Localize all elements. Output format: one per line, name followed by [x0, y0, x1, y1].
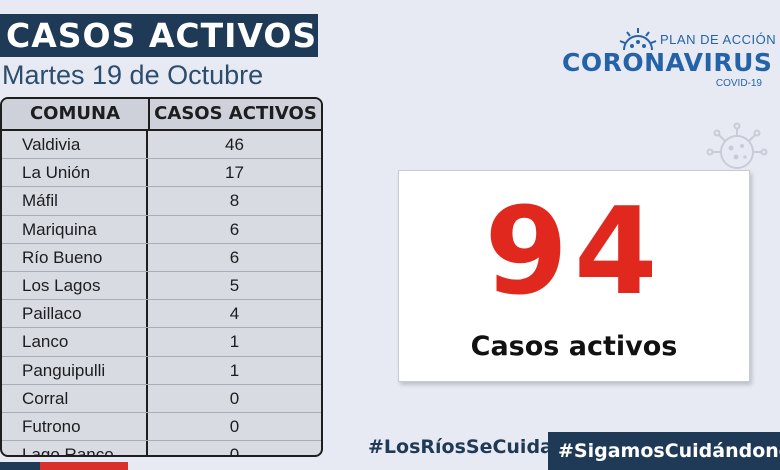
bottom-stripe-navy: [0, 462, 40, 470]
hashtag-sigamos: #SigamosCuidándonos: [548, 432, 780, 470]
hashtag-losrios: #LosRíosSeCuida: [368, 436, 553, 458]
table-row: Río Bueno 6: [2, 243, 321, 272]
bottom-stripe-red: [40, 462, 128, 470]
casos-cell: 0: [229, 388, 240, 408]
total-cases-number: 94: [484, 183, 664, 322]
comuna-cell: Valdivia: [2, 131, 148, 159]
table-row: Los Lagos 5: [2, 271, 321, 301]
comuna-cell: Paillaco: [2, 300, 148, 328]
comuna-cell: Los Lagos: [2, 271, 148, 300]
table-row: Lanco 1: [2, 328, 321, 357]
casos-cell: 4: [229, 304, 240, 324]
table-row: La Unión 17: [2, 159, 321, 188]
table-row: Lago Ranco 0: [2, 441, 321, 457]
comuna-cell: Panguipulli: [2, 356, 148, 384]
comuna-cell: Lanco: [2, 328, 148, 356]
page-title: CASOS ACTIVOS: [0, 14, 318, 57]
virus-icon: [706, 122, 768, 169]
casos-cell: 17: [225, 163, 244, 183]
header-comuna: COMUNA: [2, 99, 150, 129]
date-label: Martes 19 de Octubre: [2, 60, 264, 90]
casos-cell: 6: [229, 219, 240, 239]
logo-name-text: CORONAVIRUS: [562, 48, 773, 77]
comuna-cell: Río Bueno: [2, 243, 148, 271]
total-cases-card: 94 Casos activos: [398, 170, 750, 382]
comuna-cell: Máfil: [2, 187, 148, 215]
cases-table: COMUNA CASOS ACTIVOS Valdivia 46 La Unión 1…: [0, 97, 323, 457]
logo-covid-text: COVID-19: [715, 78, 762, 89]
casos-cell: 1: [229, 360, 240, 380]
comuna-cell: Corral: [2, 384, 148, 412]
sun-icon: [619, 28, 657, 51]
table-row: Mariquina 6: [2, 215, 321, 244]
casos-cell: 0: [229, 416, 240, 436]
comuna-cell: Lago Ranco: [2, 441, 148, 455]
casos-cell: 6: [229, 247, 240, 267]
casos-cell: 0: [229, 445, 240, 457]
logo-plan-text: PLAN DE ACCIÓN: [660, 32, 777, 47]
table-header: COMUNA CASOS ACTIVOS: [2, 99, 321, 131]
table-row: Panguipulli 1: [2, 356, 321, 385]
total-cases-label: Casos activos: [470, 331, 678, 362]
comuna-cell: Mariquina: [2, 215, 148, 243]
casos-cell: 8: [229, 191, 240, 211]
table-row: Corral 0: [2, 384, 321, 413]
comuna-cell: La Unión: [2, 159, 148, 187]
table-row: Futrono 0: [2, 412, 321, 442]
table-body: Valdivia 46 La Unión 17 Máfil 8 Mariquina 6 Río …: [2, 131, 321, 457]
header-casos: CASOS ACTIVOS: [154, 103, 317, 124]
table-row: Valdivia 46: [2, 131, 321, 160]
coronavirus-logo: PLAN DE ACCIÓN CORONAVIRUS COVID-19: [560, 24, 776, 94]
table-row: Máfil 8: [2, 187, 321, 216]
casos-cell: 5: [229, 275, 240, 295]
casos-cell: 1: [229, 332, 240, 352]
table-row: Paillaco 4: [2, 300, 321, 329]
comuna-cell: Futrono: [2, 412, 148, 441]
casos-cell: 46: [225, 135, 244, 154]
